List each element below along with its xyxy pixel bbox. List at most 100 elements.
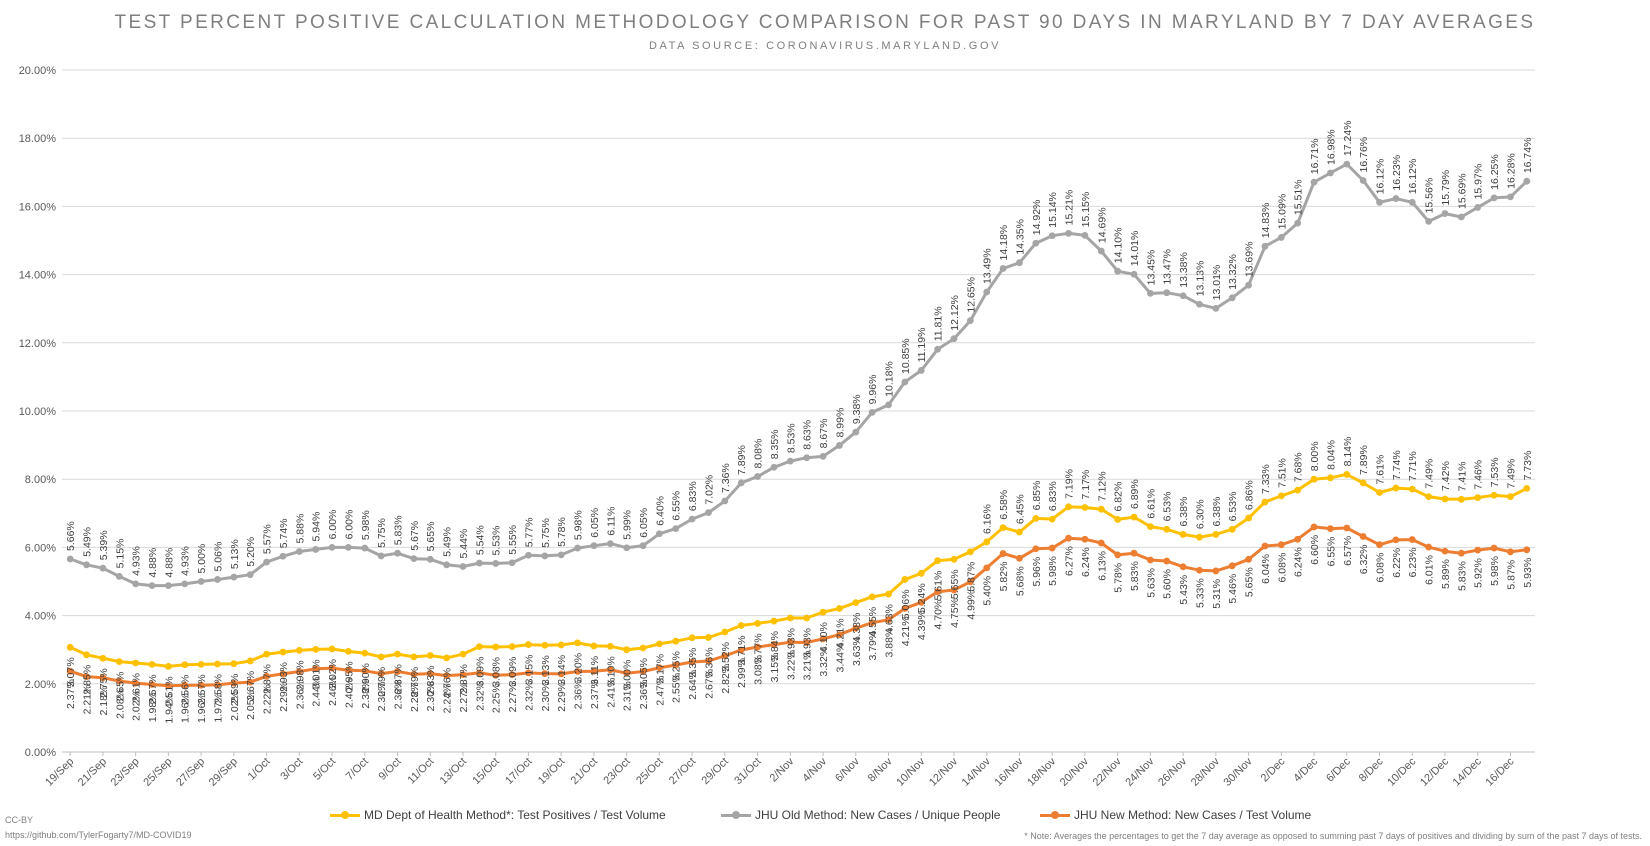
data-label: 3.32%	[818, 647, 830, 677]
data-point	[737, 646, 745, 654]
data-label: 4.38%	[851, 613, 863, 643]
x-tick-label: 14/Nov	[960, 755, 993, 788]
data-point	[983, 564, 991, 572]
data-label: 2.67%	[703, 669, 715, 699]
data-point	[819, 452, 827, 460]
data-label: 7.49%	[1505, 459, 1517, 489]
data-point	[246, 657, 254, 665]
data-point	[574, 639, 581, 647]
data-label: 4.93%	[131, 546, 143, 576]
data-point	[345, 648, 352, 655]
x-tick-label: 18/Nov	[1025, 755, 1058, 788]
data-point	[132, 580, 140, 588]
data-point	[1441, 495, 1449, 503]
data-label: 2.59%	[229, 674, 241, 704]
data-point	[786, 638, 794, 646]
y-tick-label: 16.00%	[19, 201, 57, 213]
x-tick-label: 21/Sep	[76, 756, 109, 789]
data-label: 16.25%	[1489, 154, 1501, 190]
data-label: 1.94%	[163, 694, 175, 724]
data-point	[508, 671, 516, 678]
data-label: 2.36%	[294, 680, 306, 710]
data-point	[214, 681, 221, 689]
data-point	[1507, 493, 1514, 500]
data-point	[950, 586, 958, 594]
data-label: 5.13%	[229, 539, 241, 569]
data-point	[606, 540, 614, 548]
data-point	[263, 650, 270, 658]
data-label: 13.13%	[1194, 261, 1206, 297]
data-label: 3.79%	[867, 631, 879, 661]
data-label: 16.76%	[1358, 137, 1370, 173]
data-label: 15.09%	[1276, 194, 1288, 230]
x-tick-label: 10/Nov	[894, 755, 927, 788]
data-point	[83, 561, 90, 569]
data-label: 15.21%	[1064, 190, 1076, 226]
data-point	[803, 614, 811, 622]
data-point	[459, 671, 467, 678]
data-point	[721, 628, 729, 636]
data-point	[230, 573, 238, 581]
data-label: 3.35%	[687, 648, 699, 678]
data-point	[1179, 563, 1187, 571]
data-label: 5.93%	[1522, 558, 1534, 588]
data-point	[197, 660, 205, 668]
data-point	[1130, 549, 1138, 557]
data-label: 2.32%	[474, 681, 486, 711]
data-label: 6.53%	[1162, 492, 1174, 522]
data-point	[999, 550, 1007, 557]
legend-marker-jhu-old	[732, 811, 740, 819]
data-point	[1048, 515, 1056, 523]
data-label: 3.11%	[589, 656, 601, 685]
data-point	[705, 634, 712, 641]
data-label: 7.36%	[720, 463, 732, 493]
data-point	[1146, 289, 1154, 297]
data-point	[1245, 514, 1252, 522]
data-point	[917, 367, 925, 374]
data-point	[639, 668, 647, 675]
legend-item-md-health[interactable]: MD Dept of Health Method*: Test Positive…	[330, 808, 666, 822]
data-label: 5.60%	[1162, 569, 1174, 599]
legend-item-jhu-new[interactable]: JHU New Method: New Cases / Test Volume	[1040, 808, 1311, 822]
x-tick-label: 23/Oct	[601, 756, 632, 787]
data-point	[1065, 229, 1072, 237]
data-point	[705, 509, 712, 517]
data-label: 5.99%	[622, 510, 634, 540]
data-point	[410, 555, 418, 563]
data-point	[328, 544, 336, 551]
data-label: 8.08%	[753, 439, 765, 469]
data-label: 8.99%	[834, 408, 846, 438]
data-label: 6.24%	[1080, 547, 1092, 577]
data-label: 14.10%	[1113, 228, 1125, 264]
x-tick-label: 28/Nov	[1189, 755, 1222, 788]
legend-item-jhu-old[interactable]: JHU Old Method: New Cases / Unique Peopl…	[721, 808, 1000, 822]
data-point	[83, 673, 90, 681]
data-point	[606, 666, 614, 674]
data-label: 2.65%	[114, 672, 126, 702]
data-label: 2.02%	[131, 691, 143, 721]
data-point	[312, 665, 320, 673]
data-label: 6.83%	[687, 481, 699, 511]
data-label: 2.46%	[327, 676, 339, 706]
series-line	[69, 472, 1528, 668]
data-point	[819, 608, 827, 616]
data-label: 6.82%	[1113, 482, 1125, 512]
data-label: 2.37%	[65, 679, 77, 709]
data-point	[475, 669, 483, 677]
data-label: 16.12%	[1375, 159, 1387, 195]
data-point	[672, 637, 680, 645]
data-label: 3.02%	[327, 659, 339, 689]
source-url[interactable]: https://github.com/TylerFogarty7/MD-COVI…	[5, 830, 192, 840]
data-label: 13.49%	[982, 248, 994, 284]
data-label: 8.53%	[785, 423, 797, 453]
data-label: 12.12%	[949, 295, 961, 331]
data-point	[934, 588, 942, 596]
data-point	[345, 666, 352, 674]
data-point	[1310, 178, 1318, 186]
data-point	[786, 457, 794, 465]
data-point	[525, 551, 532, 559]
data-point	[1097, 247, 1105, 255]
data-label: 3.25%	[671, 651, 683, 681]
data-label: 16.12%	[1407, 159, 1419, 195]
